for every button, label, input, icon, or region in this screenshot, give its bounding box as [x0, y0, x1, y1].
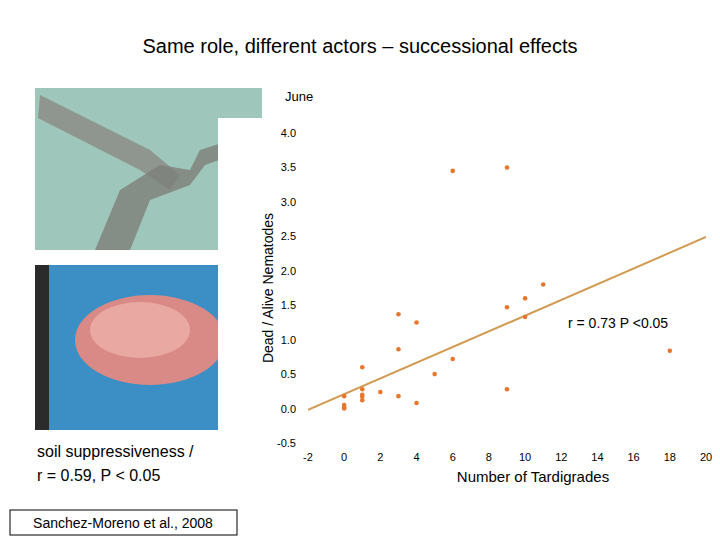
- data-point: [342, 394, 347, 399]
- slide: Same role, different actors – succession…: [0, 0, 720, 540]
- data-point: [360, 387, 365, 392]
- data-point: [342, 403, 347, 408]
- y-tick-label: 3.0: [281, 196, 296, 208]
- x-tick: [416, 444, 417, 446]
- data-point: [505, 165, 510, 170]
- x-tick: [308, 444, 309, 446]
- data-point: [450, 169, 455, 174]
- y-tick: [304, 408, 307, 409]
- data-point: [432, 372, 437, 377]
- data-point: [523, 315, 528, 320]
- y-tick: [304, 167, 307, 168]
- x-tick: [706, 444, 707, 446]
- citation-box: [10, 510, 237, 535]
- x-tick: [452, 444, 453, 446]
- x-tick: [380, 444, 381, 446]
- data-point: [396, 394, 401, 399]
- y-tick-label: 0.5: [281, 368, 296, 380]
- x-tick: [561, 444, 562, 446]
- data-point: [378, 390, 383, 395]
- x-tick-label: -2: [303, 451, 313, 463]
- y-tick: [304, 201, 307, 202]
- y-tick: [304, 236, 307, 237]
- y-tick: [304, 133, 307, 134]
- x-tick: [488, 444, 489, 446]
- y-tick: [304, 270, 307, 271]
- x-tick-label: 4: [413, 451, 419, 463]
- y-tick-label: 4.0: [281, 127, 296, 139]
- x-tick-label: 10: [519, 451, 531, 463]
- plot-marks: [308, 165, 706, 411]
- y-tick: [304, 443, 307, 444]
- y-tick-label: -0.5: [277, 437, 296, 449]
- x-tick-label: 6: [450, 451, 456, 463]
- y-tick-label: 0.0: [281, 403, 296, 415]
- annotation: r = 0.73 P <0.05: [568, 315, 668, 331]
- tardigrade-photo: [35, 265, 245, 430]
- data-point: [523, 296, 528, 301]
- x-tick: [344, 444, 345, 446]
- x-tick-label: 18: [664, 451, 676, 463]
- tardigrade-body: [75, 295, 225, 385]
- x-tick-label: 12: [555, 451, 567, 463]
- x-tick-label: 2: [377, 451, 383, 463]
- y-tick-label: 1.5: [281, 299, 296, 311]
- data-point: [396, 312, 401, 317]
- citation: Sanchez-Moreno et al., 2008: [33, 515, 213, 531]
- x-tick-label: 16: [628, 451, 640, 463]
- data-point: [541, 282, 546, 287]
- y-tick: [304, 374, 307, 375]
- x-axis-label: Number of Tardigrades: [457, 468, 609, 485]
- y-axis-label: Dead / Alive Nematodes: [260, 213, 276, 363]
- x-tick-label: 14: [591, 451, 603, 463]
- chart-panel: [218, 118, 720, 540]
- data-point: [450, 357, 455, 362]
- slide-title: Same role, different actors – succession…: [142, 35, 577, 57]
- data-point: [414, 320, 419, 325]
- caption: r = 0.59, P < 0.05: [37, 467, 160, 484]
- data-point: [360, 365, 365, 370]
- x-tick: [669, 444, 670, 446]
- background: [0, 0, 720, 540]
- data-point: [360, 395, 365, 400]
- tardigrade-body: [90, 302, 190, 358]
- data-point: [414, 401, 419, 406]
- chart-title: June: [285, 89, 313, 104]
- y-tick-label: 1.0: [281, 334, 296, 346]
- data-point: [505, 387, 510, 392]
- data-point: [505, 305, 510, 310]
- x-tick: [633, 444, 634, 446]
- y-tick-label: 2.5: [281, 230, 296, 242]
- y-tick-label: 2.0: [281, 265, 296, 277]
- x-tick: [597, 444, 598, 446]
- x-tick-label: 8: [486, 451, 492, 463]
- y-tick-label: 3.5: [281, 161, 296, 173]
- y-tick: [304, 339, 307, 340]
- x-tick: [525, 444, 526, 446]
- x-tick-label: 0: [341, 451, 347, 463]
- trend-line: [308, 237, 706, 410]
- x-tick-label: 20: [700, 451, 712, 463]
- y-tick: [304, 305, 307, 306]
- data-point: [396, 347, 401, 352]
- photo-edge: [35, 265, 49, 430]
- data-point: [668, 348, 673, 353]
- caption: soil suppressiveness /: [37, 443, 194, 460]
